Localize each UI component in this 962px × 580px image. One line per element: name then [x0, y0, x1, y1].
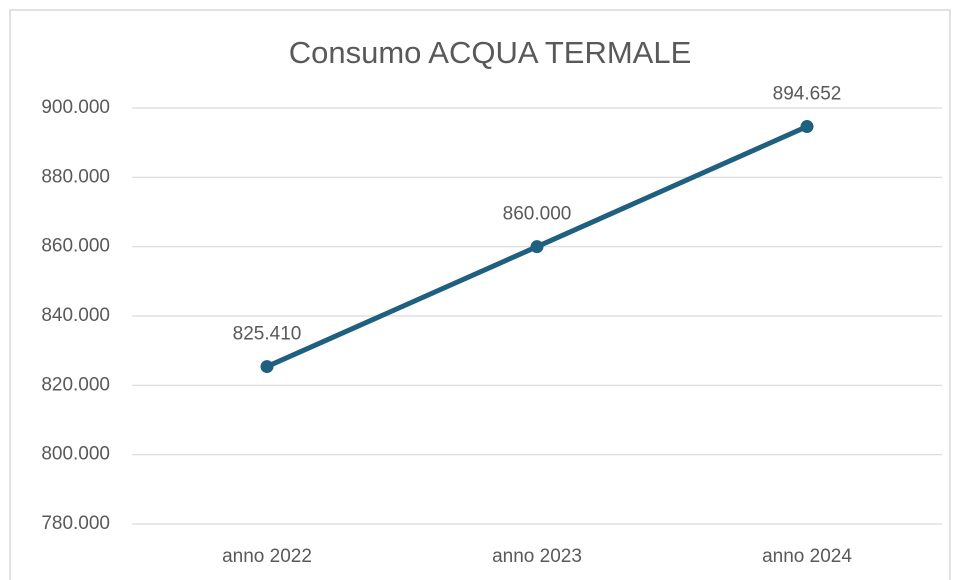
y-tick-label: 860.000 — [41, 236, 110, 257]
y-tick-label: 880.000 — [41, 166, 110, 187]
chart-title: Consumo ACQUA TERMALE — [289, 35, 692, 70]
data-label: 860.000 — [503, 204, 572, 225]
marker — [530, 240, 544, 254]
data-label: 825.410 — [233, 324, 302, 345]
y-tick-label: 800.000 — [41, 444, 110, 465]
y-tick-label: 780.000 — [41, 513, 110, 534]
marker — [800, 120, 814, 134]
x-tick-label: anno 2024 — [762, 546, 852, 567]
data-label: 894.652 — [773, 84, 842, 105]
y-tick-label: 840.000 — [41, 305, 110, 326]
x-tick-label: anno 2023 — [492, 546, 582, 567]
x-tick-label: anno 2022 — [222, 546, 312, 567]
marker — [260, 360, 274, 374]
y-tick-label: 820.000 — [41, 374, 110, 395]
chart-frame — [9, 9, 951, 580]
y-tick-label: 900.000 — [41, 97, 110, 118]
